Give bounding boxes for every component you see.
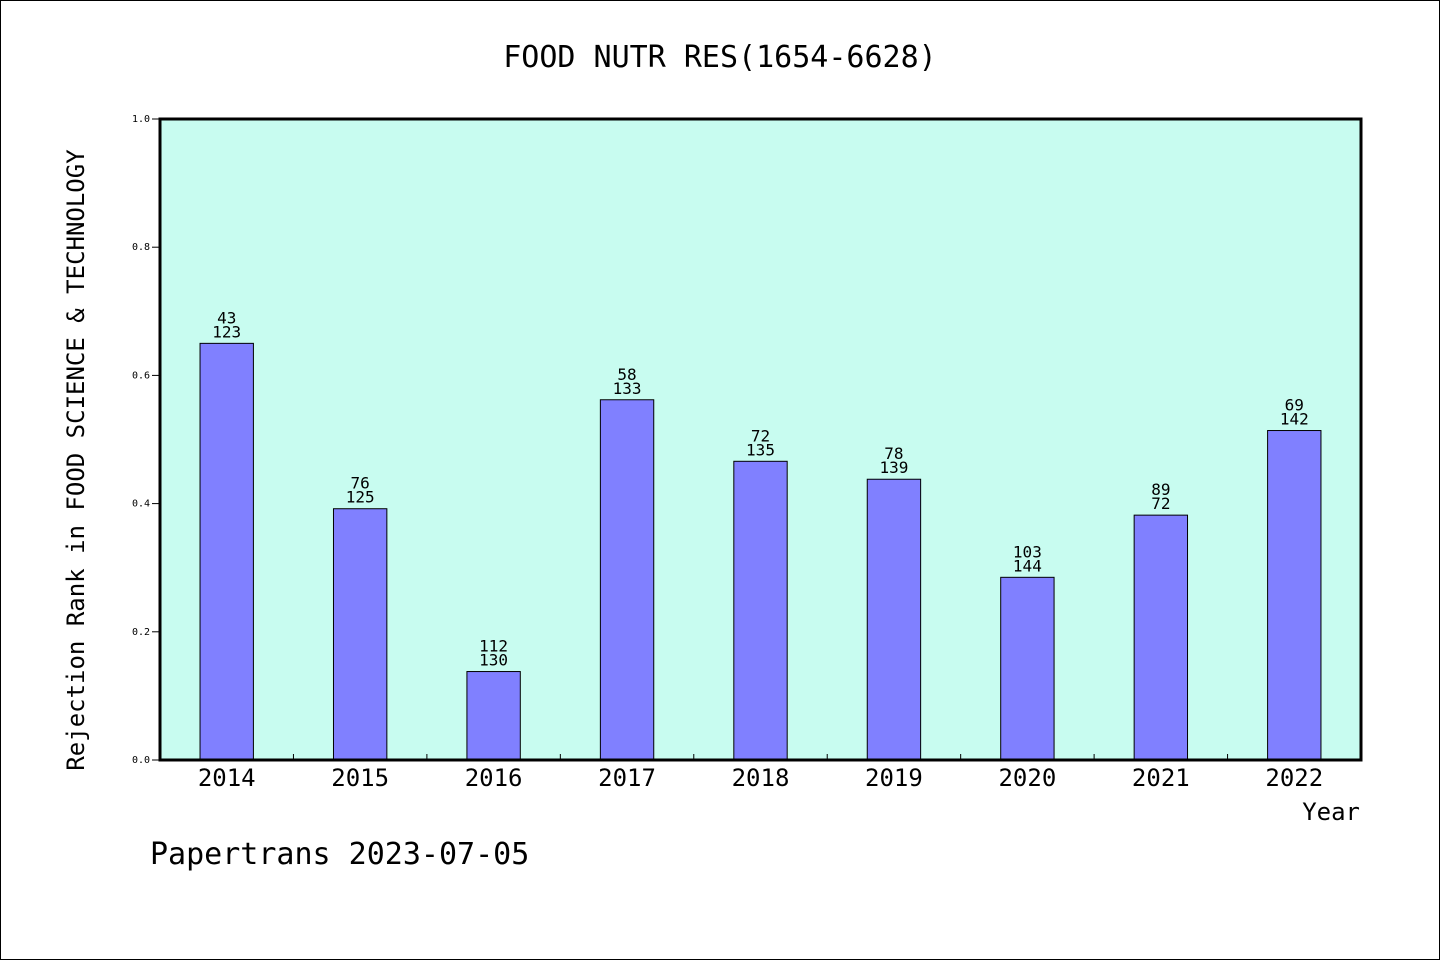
- bar-data-label: 72: [1151, 494, 1170, 513]
- bars: [199, 342, 1322, 761]
- x-tick-label: 2018: [732, 764, 790, 792]
- bar-data-label: 103: [1013, 542, 1042, 561]
- y-tick-label: 1.0: [132, 114, 150, 125]
- bar-2016: [466, 671, 521, 761]
- footer-credit: Papertrans 2023-07-05: [150, 837, 529, 872]
- y-tick-label: 0.2: [132, 627, 150, 638]
- x-tick-label: 2022: [1265, 764, 1323, 792]
- bar-2015: [332, 508, 388, 761]
- x-tick-label: 2017: [598, 764, 656, 792]
- bar-data-label: 125: [346, 488, 375, 507]
- plot-border: [158, 117, 1363, 762]
- bar-2022: [1267, 430, 1322, 761]
- bar-2017: [599, 399, 655, 761]
- bar-2021: [1133, 514, 1189, 761]
- y-tick-label: 0.8: [132, 242, 150, 253]
- bar-data-label: 112: [479, 637, 508, 656]
- bar-data-label: 123: [212, 322, 241, 341]
- x-tick-label: 2021: [1132, 764, 1190, 792]
- y-axis-label: Rejection Rank in FOOD SCIENCE & TECHNOL…: [62, 149, 90, 771]
- x-tick-label: 2019: [865, 764, 923, 792]
- x-tick-label: 2015: [331, 764, 389, 792]
- bar-data-label: 144: [1013, 556, 1042, 575]
- bar-data-label: 135: [746, 440, 775, 459]
- bar-data-label: 76: [351, 474, 370, 493]
- bar-data-label: 139: [879, 458, 908, 477]
- x-tick-label: 2020: [998, 764, 1056, 792]
- bar-data-label: 69: [1285, 396, 1304, 415]
- y-tick-label: 0.0: [132, 755, 150, 766]
- bar-data-label: 142: [1280, 410, 1309, 429]
- bar-data-label: 72: [751, 426, 770, 445]
- y-tick-label: 0.4: [132, 499, 150, 510]
- x-tick-label: 2016: [465, 764, 523, 792]
- bar-data-label: 43: [217, 308, 236, 327]
- x-axis: 2014 2015 2016 2017 2018 2019 2020 2021 2022: [198, 754, 1323, 792]
- x-tick-label: 2014: [198, 764, 256, 792]
- bar-2018: [733, 460, 788, 761]
- bar-data-label: 130: [479, 651, 508, 670]
- bar-data-label: 78: [884, 444, 903, 463]
- y-tick-label: 0.6: [132, 370, 150, 381]
- bar-data-label: 133: [613, 379, 642, 398]
- bar-2014: [199, 342, 254, 761]
- bar-data-label: 58: [617, 365, 636, 384]
- bar-2019: [866, 478, 922, 761]
- bar-data-label: 89: [1151, 480, 1170, 499]
- y-axis: 0.0 0.2 0.4 0.6 0.8 1.0: [132, 114, 160, 766]
- x-axis-label: Year: [1302, 798, 1360, 826]
- chart-title: FOOD NUTR RES(1654-6628): [503, 40, 936, 75]
- bar-2020: [1000, 576, 1055, 761]
